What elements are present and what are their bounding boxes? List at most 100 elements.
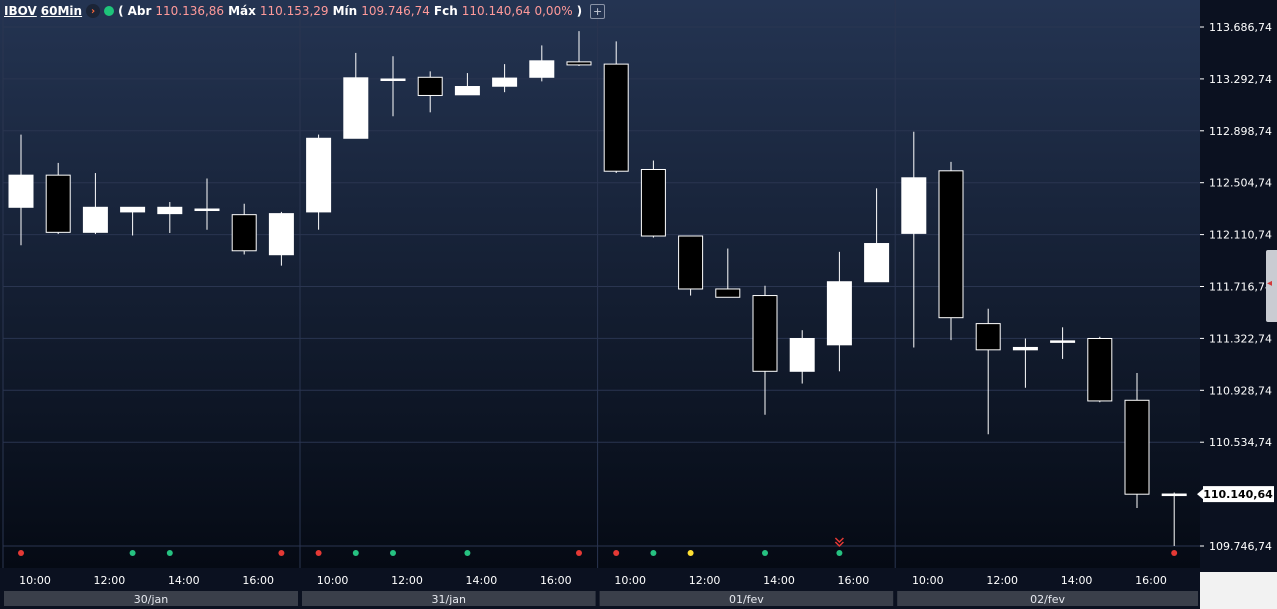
signal-dot: [390, 550, 396, 556]
signal-dot: [315, 550, 322, 556]
candle-body: [454, 86, 480, 96]
close-label: Fch: [433, 4, 458, 18]
candle-body: [82, 206, 108, 233]
day-band: [897, 591, 1198, 606]
signal-dot: [464, 550, 471, 556]
last-price-badge: [1203, 486, 1274, 503]
candle: [1012, 338, 1038, 388]
time-tick-label: 14:00: [168, 574, 200, 587]
price-axis[interactable]: 113.686,74 113.292,74 112.898,74 112.504,74…: [1197, 21, 1274, 553]
price-tick-label: 112.898,74: [1209, 125, 1272, 138]
candle-body: [529, 60, 555, 78]
time-tick-label: 14:00: [763, 574, 795, 587]
candle: [231, 203, 257, 255]
candle: [8, 134, 34, 246]
candle-body: [231, 214, 257, 252]
price-tick-label: 112.110,74: [1209, 229, 1272, 242]
candle-body: [1050, 340, 1076, 343]
candle: [1124, 373, 1150, 509]
candle: [380, 56, 406, 117]
open-value: 110.136,86: [155, 4, 225, 18]
candle-body: [157, 206, 183, 215]
time-tick-label: 16:00: [540, 574, 572, 587]
signal-dot: [278, 550, 285, 556]
candle-body: [380, 78, 406, 81]
signal-dot: [762, 550, 768, 556]
signal-arrow-down-icon: [834, 537, 844, 548]
candle-body: [640, 168, 666, 237]
day-label: 01/fev: [729, 593, 764, 606]
candle: [417, 71, 443, 113]
candle-body: [752, 295, 778, 372]
time-tick-label: 10:00: [317, 574, 349, 587]
side-panel-handle[interactable]: ◂: [1266, 250, 1277, 322]
corner-box: [1200, 572, 1277, 609]
signal-dot: [166, 550, 173, 556]
candle: [901, 131, 927, 348]
candle: [975, 308, 1001, 435]
candle: [343, 52, 369, 139]
day-label: 31/jan: [432, 593, 467, 606]
time-tick-label: 10:00: [19, 574, 51, 587]
candle-body: [678, 235, 704, 290]
candle-body: [306, 137, 332, 213]
candle-body: [901, 177, 927, 234]
candle-body: [603, 63, 629, 172]
open-label: Abr: [127, 4, 152, 18]
high-value: 110.153,29: [259, 4, 329, 18]
candle-body: [8, 174, 34, 208]
paren-open: (: [118, 4, 124, 18]
symbol-link[interactable]: IBOV: [4, 4, 37, 18]
candle: [120, 206, 146, 236]
day-band: [4, 591, 298, 606]
signal-dot: [352, 550, 359, 556]
candle-body: [938, 170, 964, 319]
candle-body: [566, 61, 592, 66]
time-tick-label: 12:00: [986, 574, 1018, 587]
signal-dot: [613, 550, 620, 556]
signal-dot: [576, 550, 582, 556]
time-tick-label: 12:00: [689, 574, 721, 587]
expand-arrow-icon[interactable]: ›: [86, 4, 101, 18]
price-tick-label: 110.534,74: [1209, 436, 1272, 449]
price-axis-background: [1200, 0, 1277, 568]
time-tick-label: 10:00: [614, 574, 646, 587]
signal-dot: [687, 550, 694, 556]
add-indicator-button[interactable]: +: [590, 3, 606, 19]
paren-close: ): [576, 4, 583, 18]
price-tick-label: 112.504,74: [1209, 177, 1272, 190]
candle-body: [1012, 346, 1038, 351]
time-tick-label: 14:00: [466, 574, 498, 587]
candle: [864, 188, 890, 283]
market-status-icon: [104, 6, 115, 16]
chart-background: [0, 0, 1200, 568]
time-tick-label: 12:00: [94, 574, 126, 587]
signal-dot: [650, 550, 657, 556]
day-band: [599, 591, 894, 606]
candle-body: [268, 213, 294, 256]
candle-body: [343, 77, 369, 139]
candle-body: [789, 337, 815, 372]
candle: [82, 173, 108, 235]
candle-body: [417, 76, 443, 96]
candle: [529, 45, 555, 82]
candle: [1050, 327, 1076, 359]
price-tick-label: 109.746,74: [1209, 540, 1272, 553]
candle: [640, 160, 666, 238]
time-axis[interactable]: 10:00 12:00 14:00 16:00 10:00 12:00 14:00 16:00…: [4, 574, 1198, 606]
candle-body: [864, 243, 890, 283]
last-price-label: 110.140,64: [1203, 488, 1273, 501]
candle: [678, 235, 704, 296]
candle-body: [492, 77, 518, 87]
candle: [157, 202, 183, 233]
day-label: 30/jan: [134, 593, 169, 606]
price-tick-label: 113.292,74: [1209, 73, 1272, 86]
signal-dots: [18, 537, 1178, 556]
signal-dot: [836, 550, 843, 556]
timeframe-link[interactable]: 60Min: [40, 4, 83, 18]
candle: [268, 211, 294, 266]
candle-body: [120, 206, 146, 213]
time-tick-label: 16:00: [242, 574, 274, 587]
grid-lines: [2, 0, 1200, 568]
